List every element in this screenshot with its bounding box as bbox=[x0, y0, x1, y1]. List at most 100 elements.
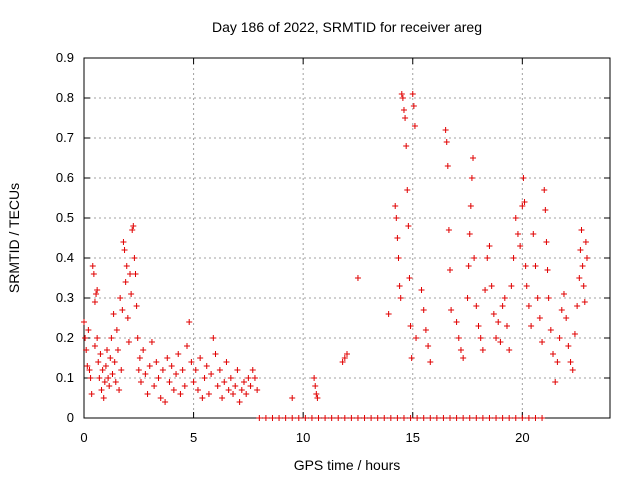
data-point bbox=[501, 295, 508, 301]
data-point bbox=[144, 391, 151, 397]
data-point bbox=[199, 395, 206, 401]
data-point bbox=[410, 103, 417, 109]
data-point bbox=[142, 371, 149, 377]
data-point bbox=[308, 415, 315, 421]
data-point bbox=[91, 299, 98, 305]
data-point bbox=[101, 379, 108, 385]
y-tick-label: 0.4 bbox=[56, 250, 74, 265]
data-point bbox=[583, 255, 590, 261]
data-point bbox=[411, 123, 418, 129]
data-point bbox=[119, 307, 126, 313]
data-point bbox=[400, 107, 407, 113]
data-point bbox=[186, 319, 193, 325]
data-point bbox=[157, 395, 164, 401]
data-point bbox=[543, 239, 550, 245]
axis-ticks: 0 0.1 0.2 0.3 0.4 0.5 0.6 0.7 0.8 0.9 0 5 10 15 20 bbox=[56, 50, 610, 445]
data-point bbox=[495, 319, 502, 325]
data-point bbox=[96, 375, 103, 381]
data-point bbox=[427, 415, 434, 421]
data-point bbox=[348, 415, 355, 421]
data-point bbox=[567, 359, 574, 365]
data-point bbox=[408, 355, 415, 361]
data-point bbox=[162, 399, 169, 405]
data-point bbox=[499, 415, 506, 421]
data-point bbox=[448, 307, 455, 313]
data-point bbox=[311, 375, 318, 381]
data-point bbox=[409, 91, 416, 97]
data-point bbox=[146, 363, 153, 369]
data-point bbox=[399, 95, 406, 101]
data-point bbox=[127, 271, 134, 277]
data-point bbox=[190, 379, 197, 385]
data-point bbox=[580, 283, 587, 289]
data-point bbox=[471, 255, 478, 261]
data-point bbox=[295, 415, 302, 421]
data-point bbox=[122, 279, 129, 285]
data-point bbox=[443, 139, 450, 145]
data-point bbox=[550, 351, 557, 357]
data-point bbox=[236, 399, 243, 405]
data-point bbox=[223, 359, 230, 365]
data-point bbox=[460, 415, 467, 421]
data-point bbox=[547, 327, 554, 333]
data-point bbox=[282, 415, 289, 421]
data-point bbox=[508, 283, 515, 289]
data-point bbox=[447, 267, 454, 273]
data-point bbox=[413, 335, 420, 341]
data-point bbox=[552, 379, 559, 385]
data-point bbox=[201, 375, 208, 381]
data-point bbox=[86, 367, 93, 373]
data-point bbox=[98, 387, 105, 393]
data-point bbox=[243, 391, 250, 397]
data-point bbox=[117, 295, 124, 301]
data-point bbox=[392, 203, 399, 209]
data-point bbox=[532, 263, 539, 269]
y-tick-label: 0.9 bbox=[56, 50, 74, 65]
data-point bbox=[400, 415, 407, 421]
chart-title: Day 186 of 2022, SRMTID for receiver are… bbox=[212, 19, 482, 35]
data-point bbox=[121, 247, 128, 253]
data-point bbox=[482, 287, 489, 293]
data-point bbox=[422, 327, 429, 333]
data-point bbox=[394, 415, 401, 421]
y-tick-label: 0.1 bbox=[56, 370, 74, 385]
data-point bbox=[387, 415, 394, 421]
data-point bbox=[577, 247, 584, 253]
data-point bbox=[453, 319, 460, 325]
y-tick-label: 0.6 bbox=[56, 170, 74, 185]
data-point bbox=[82, 335, 89, 341]
data-point bbox=[203, 363, 210, 369]
data-point bbox=[574, 303, 581, 309]
data-point bbox=[405, 223, 412, 229]
data-point bbox=[328, 415, 335, 421]
data-point bbox=[179, 367, 186, 373]
data-point bbox=[137, 379, 144, 385]
data-point bbox=[521, 199, 528, 205]
data-point bbox=[479, 415, 486, 421]
data-point bbox=[374, 415, 381, 421]
data-point bbox=[484, 255, 491, 261]
data-point bbox=[512, 415, 519, 421]
data-point bbox=[219, 395, 226, 401]
data-point bbox=[532, 415, 539, 421]
data-point bbox=[269, 415, 276, 421]
data-point bbox=[453, 415, 460, 421]
data-point bbox=[539, 339, 546, 345]
data-point bbox=[245, 375, 252, 381]
data-point bbox=[132, 271, 139, 277]
data-point bbox=[123, 263, 130, 269]
data-point bbox=[396, 283, 403, 289]
data-point bbox=[81, 319, 87, 325]
y-tick-label: 0 bbox=[67, 410, 74, 425]
data-point bbox=[539, 415, 546, 421]
data-point bbox=[153, 359, 160, 365]
data-point bbox=[542, 207, 549, 213]
data-point bbox=[477, 335, 484, 341]
data-point bbox=[578, 227, 585, 233]
data-point bbox=[433, 415, 440, 421]
data-point bbox=[407, 415, 414, 421]
data-point bbox=[128, 291, 135, 297]
data-point bbox=[159, 367, 166, 373]
data-point bbox=[134, 335, 141, 341]
data-point bbox=[528, 323, 535, 329]
